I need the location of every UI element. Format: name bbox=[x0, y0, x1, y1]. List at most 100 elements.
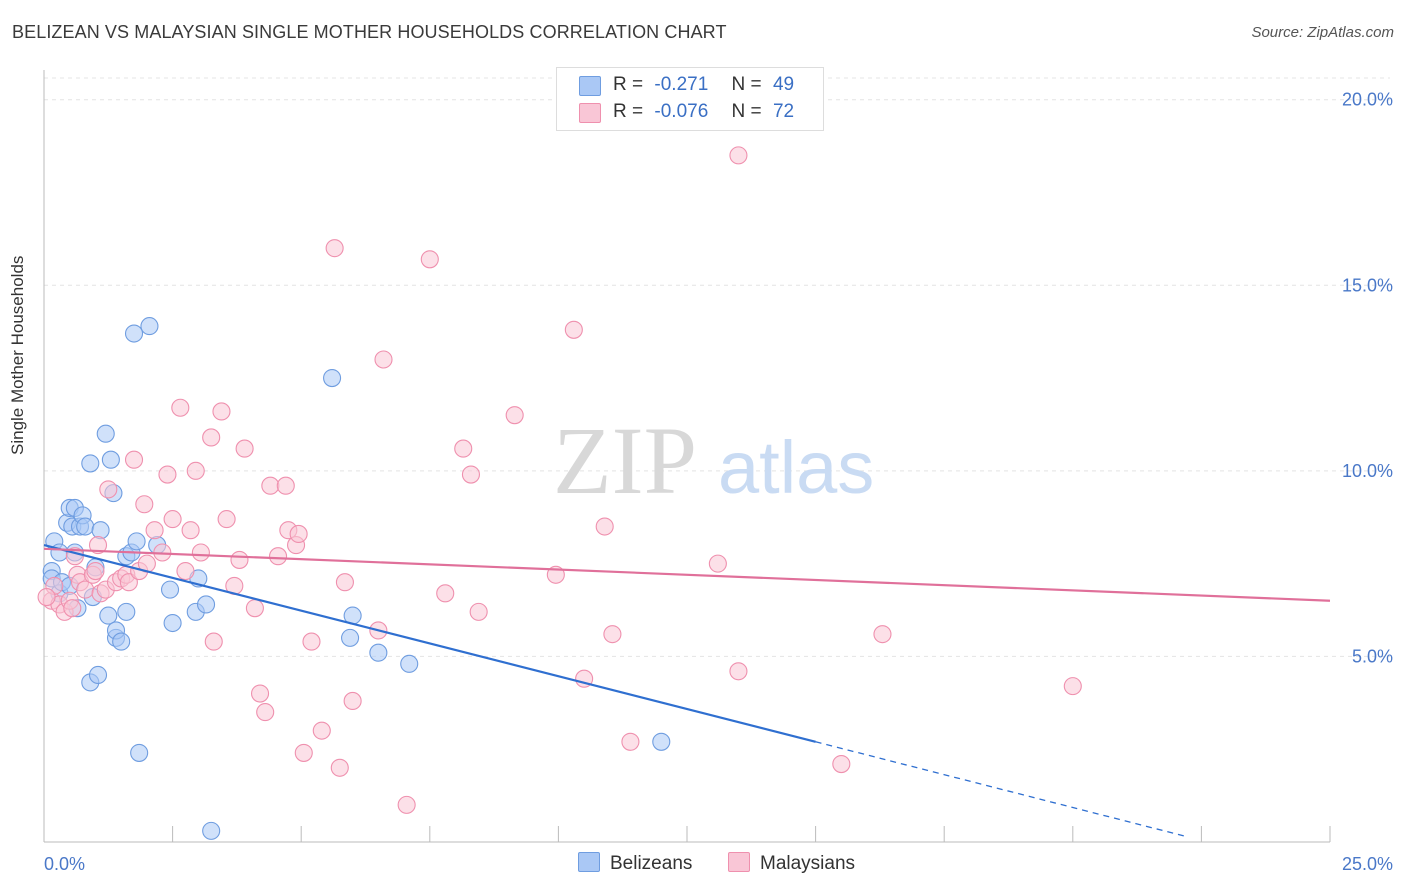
data-point bbox=[196, 595, 216, 614]
series-layer bbox=[37, 146, 1082, 840]
data-point bbox=[341, 628, 360, 647]
data-point bbox=[461, 465, 481, 484]
data-point bbox=[96, 424, 115, 443]
data-point bbox=[729, 662, 748, 681]
y-tick-label: 10.0% bbox=[1342, 461, 1393, 481]
data-point bbox=[343, 691, 362, 711]
data-point bbox=[276, 476, 295, 495]
legend-n-value: 49 bbox=[772, 74, 795, 95]
data-point bbox=[191, 543, 210, 562]
data-point bbox=[171, 398, 190, 417]
data-point bbox=[302, 632, 321, 651]
x-tick-label: 0.0% bbox=[44, 854, 85, 874]
data-point bbox=[112, 632, 131, 651]
data-point bbox=[652, 732, 671, 751]
data-point bbox=[256, 703, 275, 722]
data-point bbox=[400, 654, 419, 673]
watermark-zip: ZIP bbox=[553, 407, 697, 514]
y-tick-label: 15.0% bbox=[1342, 275, 1393, 295]
data-point bbox=[505, 406, 524, 425]
data-point bbox=[217, 510, 236, 529]
data-point bbox=[235, 439, 254, 458]
data-point bbox=[374, 350, 393, 369]
watermark-atlas: atlas bbox=[718, 426, 874, 509]
data-point bbox=[250, 684, 270, 703]
data-point bbox=[269, 547, 288, 566]
bottom-legend-malaysians: Malaysians bbox=[728, 852, 855, 875]
data-point bbox=[330, 758, 349, 777]
legend-n-value: 72 bbox=[772, 101, 795, 122]
data-point bbox=[289, 524, 308, 543]
y-tick-label: 20.0% bbox=[1342, 90, 1393, 110]
data-point bbox=[181, 521, 200, 540]
data-point bbox=[595, 517, 614, 536]
data-point bbox=[186, 461, 205, 480]
data-point bbox=[140, 317, 159, 336]
series-malaysians bbox=[37, 146, 1082, 814]
legend-r-label: R = bbox=[613, 74, 644, 95]
bottom-legend-label: Malaysians bbox=[760, 853, 856, 874]
data-point bbox=[101, 450, 120, 469]
data-point bbox=[88, 665, 108, 685]
bottom-legend-swatch-belizeans bbox=[578, 852, 600, 872]
data-point bbox=[325, 239, 344, 258]
source-label: Source: ZipAtlas.com bbox=[1251, 24, 1394, 41]
data-point bbox=[621, 732, 640, 751]
data-point bbox=[91, 521, 110, 540]
data-point bbox=[312, 721, 331, 740]
legend-swatch-malaysians bbox=[579, 103, 601, 123]
bottom-legend-swatch-malaysians bbox=[728, 852, 750, 872]
tick-labels: 5.0% 10.0% 15.0% 20.0% 0.0% 25.0% bbox=[44, 90, 1393, 874]
legend-r-label: R = bbox=[613, 101, 644, 122]
legend-n-label: N = bbox=[731, 101, 762, 122]
trend-line-extension-belizeans bbox=[815, 741, 1187, 838]
data-point bbox=[230, 550, 249, 569]
data-point bbox=[63, 599, 82, 618]
data-point bbox=[261, 476, 280, 495]
data-point bbox=[1063, 677, 1082, 696]
bottom-legend-label: Belizeans bbox=[610, 853, 693, 874]
axes bbox=[43, 70, 1331, 843]
trend-line-belizeans bbox=[43, 544, 816, 743]
data-point bbox=[335, 573, 354, 592]
data-point bbox=[245, 599, 264, 618]
data-point bbox=[369, 643, 388, 662]
data-point bbox=[81, 454, 100, 473]
data-point bbox=[86, 562, 105, 581]
data-point bbox=[127, 532, 146, 551]
data-point bbox=[294, 743, 313, 762]
data-point bbox=[160, 580, 180, 599]
data-point bbox=[124, 324, 144, 343]
data-point bbox=[135, 495, 154, 514]
data-point bbox=[212, 402, 231, 421]
trend-line-malaysians bbox=[43, 547, 1331, 602]
legend-swatch-belizeans bbox=[579, 76, 601, 96]
data-point bbox=[124, 450, 144, 469]
data-point bbox=[37, 587, 56, 607]
bottom-legend-belizeans: Belizeans bbox=[578, 852, 692, 875]
data-point bbox=[454, 439, 473, 458]
data-point bbox=[202, 428, 221, 447]
trend-layer bbox=[43, 544, 1331, 838]
data-point bbox=[119, 573, 138, 592]
legend-n-label: N = bbox=[731, 74, 762, 95]
data-point bbox=[76, 580, 95, 599]
data-point bbox=[76, 517, 95, 536]
data-point bbox=[99, 606, 118, 625]
data-point bbox=[130, 743, 149, 762]
data-point bbox=[832, 755, 851, 774]
data-point bbox=[323, 369, 342, 388]
y-tick-label: 5.0% bbox=[1352, 646, 1393, 666]
data-point bbox=[603, 625, 622, 644]
data-point bbox=[420, 250, 439, 269]
data-point bbox=[202, 821, 221, 840]
data-point bbox=[99, 480, 118, 499]
data-point bbox=[708, 554, 727, 573]
watermark: ZIP atlas bbox=[553, 407, 874, 514]
data-point bbox=[729, 146, 748, 165]
x-tick-label: 25.0% bbox=[1342, 854, 1393, 874]
data-point bbox=[204, 632, 223, 651]
stats-legend: R = -0.271 N = 49 R = -0.076 N = 72 bbox=[556, 67, 824, 131]
legend-r-value: -0.271 bbox=[654, 74, 709, 95]
